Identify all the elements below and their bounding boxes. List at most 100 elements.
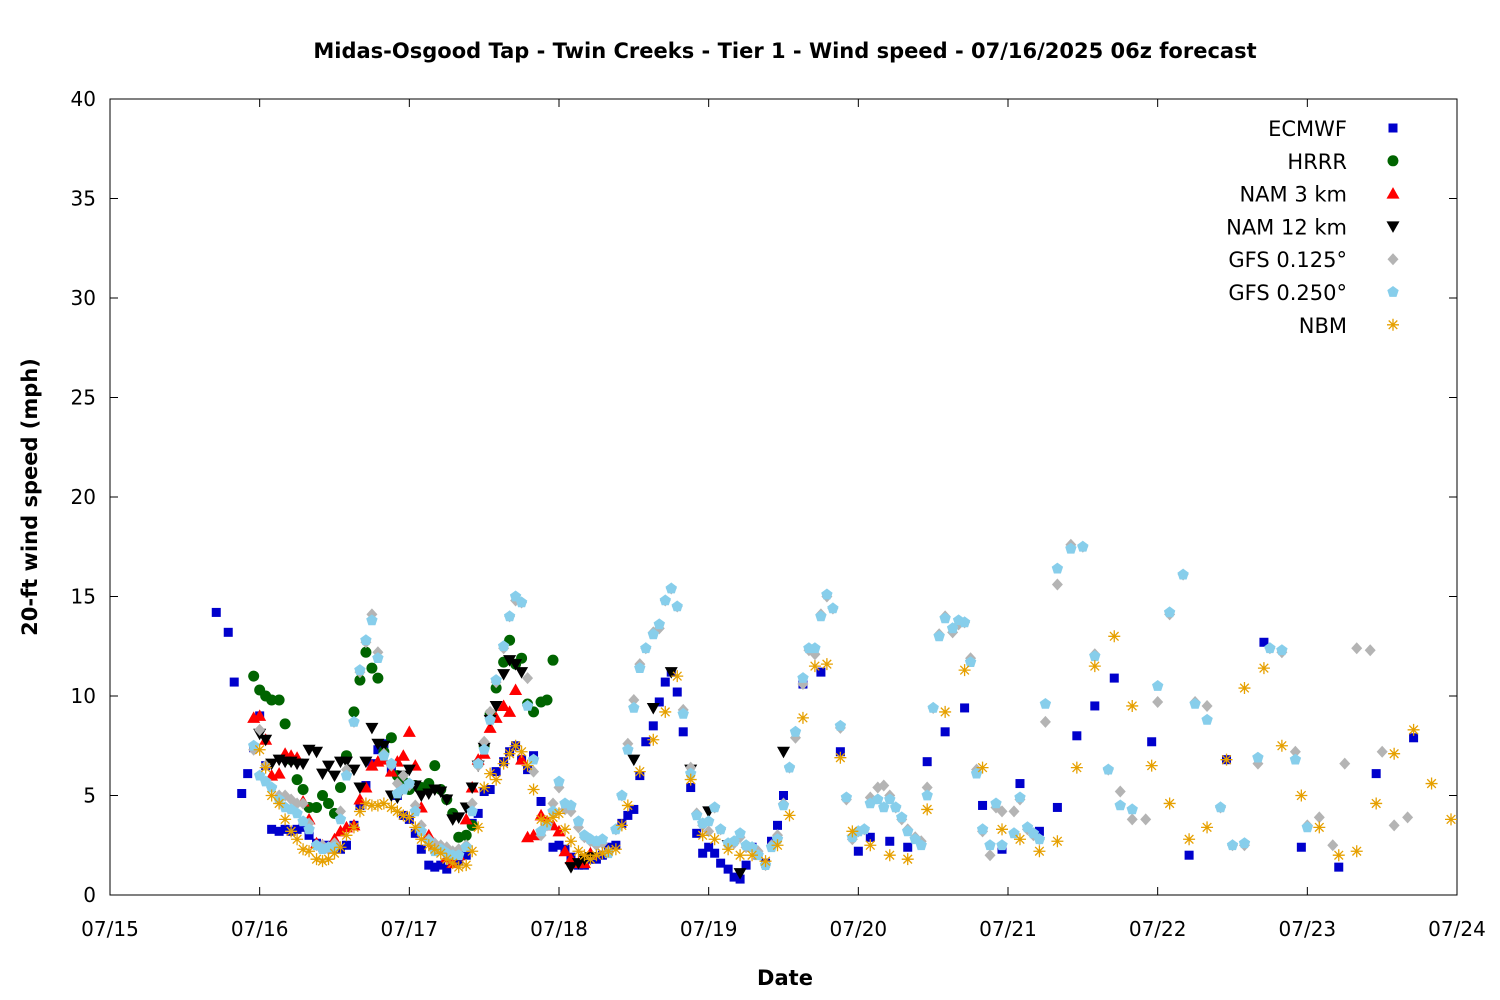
- data-point: [509, 590, 522, 602]
- data-point: [939, 612, 951, 624]
- data-point: [497, 640, 510, 652]
- data-point: [1126, 813, 1138, 826]
- data-point: [430, 862, 440, 872]
- data-point: [1013, 833, 1026, 846]
- data-point: [1021, 821, 1034, 833]
- data-point: [734, 849, 747, 862]
- legend-label: NAM 3 km: [1239, 183, 1347, 207]
- data-point: [497, 699, 511, 711]
- data-point: [340, 829, 353, 842]
- y-tick-label: 30: [71, 286, 96, 310]
- data-point: [460, 841, 472, 853]
- data-point: [596, 847, 609, 860]
- data-point: [1445, 813, 1458, 826]
- data-point: [359, 781, 373, 793]
- data-point: [865, 832, 875, 842]
- data-point: [1301, 821, 1313, 833]
- data-point: [565, 799, 577, 811]
- data-point: [698, 848, 708, 858]
- data-point: [229, 677, 239, 687]
- data-point: [1145, 759, 1158, 772]
- data-point: [647, 628, 659, 640]
- data-point: [1425, 777, 1438, 790]
- data-point: [1090, 701, 1100, 711]
- data-point: [610, 823, 622, 835]
- data-point: [1220, 753, 1233, 766]
- chart-title: Midas-Osgood Tap - Twin Creeks - Tier 1 …: [313, 39, 1256, 63]
- data-point: [291, 807, 303, 819]
- data-point: [1088, 660, 1101, 673]
- data-point: [1201, 821, 1214, 834]
- data-point: [490, 773, 503, 786]
- data-point: [436, 860, 446, 870]
- data-point: [1402, 811, 1414, 824]
- data-point: [265, 781, 278, 793]
- data-point: [428, 843, 441, 856]
- data-point: [434, 847, 447, 860]
- data-point: [878, 779, 890, 792]
- y-tick-label: 0: [83, 883, 96, 907]
- data-point: [503, 610, 516, 622]
- data-point: [746, 849, 759, 862]
- data-point: [834, 751, 847, 764]
- data-point: [472, 821, 485, 834]
- data-point: [1033, 833, 1046, 845]
- data-point: [692, 828, 702, 838]
- data-point: [960, 703, 970, 713]
- data-point: [223, 627, 233, 637]
- data-point: [872, 793, 884, 805]
- legend-marker: [1387, 253, 1399, 266]
- data-point: [660, 677, 670, 687]
- data-point: [927, 701, 939, 713]
- data-point: [536, 796, 546, 806]
- data-point: [285, 825, 298, 838]
- data-point: [291, 833, 304, 846]
- data-point: [1163, 606, 1176, 618]
- data-point: [273, 694, 285, 706]
- data-point: [640, 642, 652, 654]
- data-point: [527, 828, 541, 841]
- data-point: [723, 864, 733, 874]
- data-point: [459, 812, 473, 825]
- data-point: [535, 813, 548, 826]
- data-point: [685, 767, 697, 779]
- y-tick-label: 5: [83, 784, 96, 808]
- data-point: [816, 667, 826, 677]
- data-point: [547, 654, 559, 666]
- data-point: [429, 760, 441, 772]
- x-tick-label: 07/15: [81, 917, 139, 941]
- y-tick-label: 35: [71, 187, 96, 211]
- data-point: [789, 725, 802, 737]
- data-point: [348, 715, 360, 727]
- legend-marker: [1388, 123, 1398, 133]
- data-point: [696, 829, 709, 842]
- data-point: [366, 662, 378, 674]
- data-point: [478, 735, 490, 748]
- data-point: [497, 757, 510, 770]
- data-point: [684, 773, 697, 786]
- data-point: [311, 801, 323, 813]
- data-point: [1147, 737, 1157, 747]
- x-tick-label: 07/16: [231, 917, 289, 941]
- data-point: [446, 857, 459, 870]
- data-point: [359, 797, 372, 810]
- data-point: [489, 700, 503, 713]
- data-point: [678, 727, 688, 737]
- x-tick-label: 07/24: [1428, 917, 1486, 941]
- data-point: [940, 727, 950, 737]
- x-axis-label: Date: [757, 966, 813, 990]
- data-point: [1214, 801, 1227, 813]
- series-gfs-0-125-: [248, 538, 1414, 872]
- data-point: [348, 706, 360, 718]
- data-point: [771, 833, 784, 845]
- x-tick-label: 07/23: [1279, 917, 1337, 941]
- data-point: [317, 790, 329, 801]
- data-point: [491, 767, 501, 777]
- data-point: [703, 825, 715, 838]
- data-point: [976, 823, 989, 835]
- data-point: [921, 789, 933, 801]
- data-point: [497, 669, 511, 681]
- data-point: [416, 844, 426, 854]
- data-point: [708, 833, 721, 846]
- data-point: [422, 788, 436, 801]
